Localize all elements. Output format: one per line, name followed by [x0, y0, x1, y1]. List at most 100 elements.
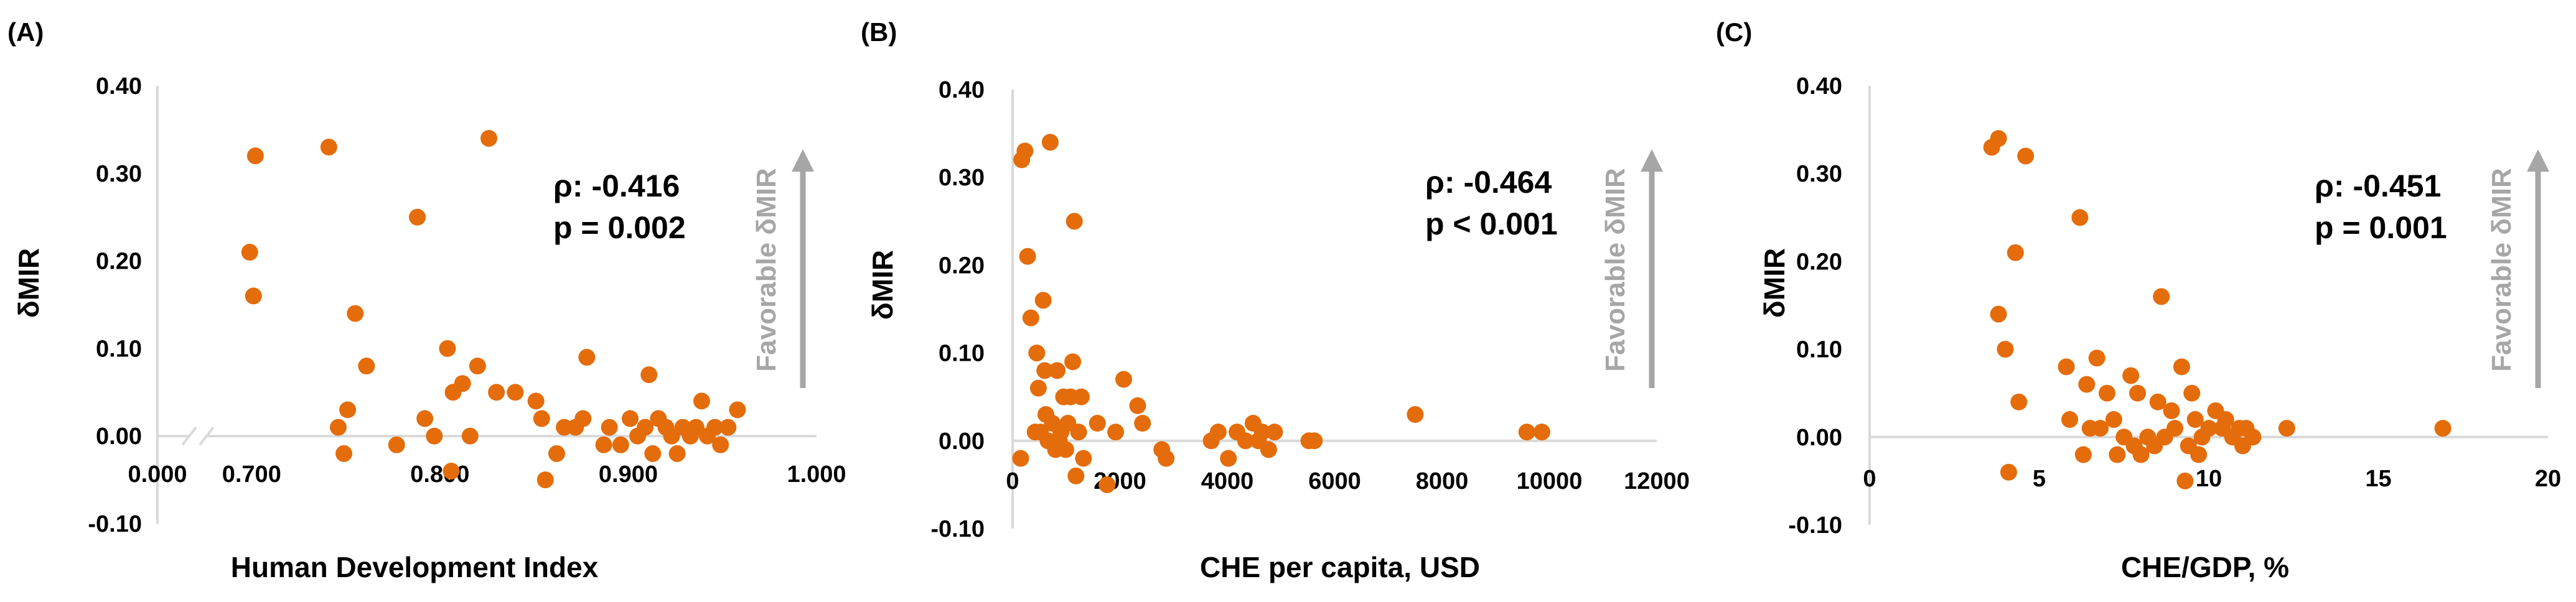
x-tick-label: 10000: [1517, 468, 1583, 494]
data-point: [488, 384, 505, 401]
data-point: [2000, 463, 2017, 481]
data-point: [2166, 420, 2183, 437]
data-point: [1075, 450, 1092, 467]
data-point: [712, 436, 729, 453]
y-tick-label: 0.20: [1796, 249, 1842, 275]
y-tick-label: 0.00: [1796, 425, 1842, 451]
data-point: [2122, 367, 2140, 384]
data-point: [507, 384, 524, 401]
data-point: [1057, 441, 1074, 458]
data-point: [388, 436, 405, 453]
data-point: [2244, 428, 2262, 446]
x-tick-label: 6000: [1308, 468, 1361, 494]
rho-statistic: ρ: -0.464: [1425, 165, 1552, 200]
data-point: [2183, 384, 2201, 402]
data-point: [536, 471, 554, 489]
y-tick-label: 0.30: [96, 161, 142, 187]
p-value: p = 0.002: [553, 210, 686, 245]
x-axis-title: CHE per capita, USD: [1200, 551, 1480, 583]
data-point: [2217, 411, 2234, 428]
data-point: [480, 129, 498, 147]
y-tick-label: -0.10: [930, 516, 985, 542]
data-point: [2129, 384, 2147, 402]
y-tick-label: 0.00: [939, 428, 985, 455]
data-point: [2434, 420, 2452, 437]
data-point: [1098, 476, 1116, 493]
data-point: [1067, 467, 1085, 484]
data-point: [1115, 371, 1133, 388]
data-point: [1518, 424, 1535, 441]
panel-label: (A): [7, 17, 44, 47]
data-point: [2153, 288, 2170, 305]
data-point: [1029, 379, 1047, 397]
panel-c: (C) δMIR CHE/GDP, % ρ: -0.451 p = 0.001 …: [1716, 17, 2561, 583]
data-point: [1533, 424, 1550, 441]
data-point: [1089, 415, 1106, 432]
x-tick-label: 12000: [1624, 468, 1690, 494]
y-tick-label: 0.20: [96, 249, 142, 275]
y-axis-title: δMIR: [12, 248, 45, 318]
data-point: [1066, 213, 1083, 230]
data-point: [1107, 424, 1125, 441]
data-point: [2088, 350, 2105, 367]
y-axis-title: δMIR: [1758, 248, 1791, 318]
data-point: [1012, 450, 1029, 467]
data-point: [2173, 358, 2190, 376]
rho-statistic: ρ: -0.451: [2315, 169, 2441, 203]
data-point: [2163, 402, 2180, 419]
axis-break-mark: [199, 426, 215, 446]
data-point: [1016, 142, 1034, 160]
favorable-label: Favorable δMIR: [2486, 168, 2517, 371]
data-point: [439, 340, 456, 357]
data-point: [2109, 446, 2126, 463]
data-point: [426, 427, 443, 445]
y-axis-title: δMIR: [866, 250, 899, 320]
data-point: [1064, 353, 1082, 371]
data-point: [729, 401, 746, 419]
data-point: [2061, 411, 2079, 428]
x-tick-label: 10: [2196, 466, 2222, 492]
y-tick-label: 0.10: [96, 336, 142, 362]
panel-a: (A) δMIR Human Development Index ρ: -0.4…: [7, 17, 846, 583]
data-point: [2190, 446, 2208, 463]
data-point: [1072, 388, 1090, 405]
data-point: [1070, 424, 1087, 441]
data-point: [1158, 450, 1175, 467]
data-point: [454, 375, 471, 392]
y-tick-label: 0.00: [96, 424, 142, 450]
y-tick-label: 0.10: [1796, 337, 1842, 363]
data-point: [574, 410, 592, 427]
y-tick-label: 0.30: [939, 165, 985, 191]
data-point: [1266, 424, 1283, 441]
y-tick-label: -0.10: [88, 511, 142, 537]
favorable-indicator: Favorable δMIR: [1600, 149, 1663, 388]
data-point: [2007, 244, 2024, 261]
favorable-label: Favorable δMIR: [751, 168, 782, 371]
data-point: [347, 305, 364, 322]
x-tick-label: 5: [2033, 466, 2046, 492]
y-tick-label: 0.40: [1796, 73, 1842, 100]
data-point: [578, 348, 596, 366]
data-point: [621, 410, 639, 427]
data-point: [2017, 147, 2035, 165]
x-tick-label: 4000: [1201, 468, 1254, 494]
data-point: [2278, 420, 2295, 437]
data-point: [706, 419, 724, 436]
y-tick-label: 0.20: [939, 252, 985, 279]
x-tick-label: 0.900: [599, 461, 658, 488]
x-axis-title: CHE/GDP, %: [2121, 551, 2289, 583]
data-point: [443, 463, 460, 480]
data-point: [461, 427, 479, 445]
data-point: [595, 436, 612, 453]
favorable-indicator: Favorable δMIR: [2486, 149, 2549, 388]
data-point: [1049, 362, 1066, 379]
y-tick-label: 0.40: [96, 73, 142, 100]
x-tick-label: 0.800: [410, 461, 469, 488]
data-point: [241, 244, 258, 261]
x-axis-title: Human Development Index: [231, 551, 599, 583]
x-tick-label: 8000: [1416, 468, 1469, 494]
data-point: [2200, 420, 2218, 437]
data-point: [2078, 376, 2096, 393]
panel-b: (B) δMIR CHE per capita, USD ρ: -0.464 p…: [861, 17, 1690, 583]
